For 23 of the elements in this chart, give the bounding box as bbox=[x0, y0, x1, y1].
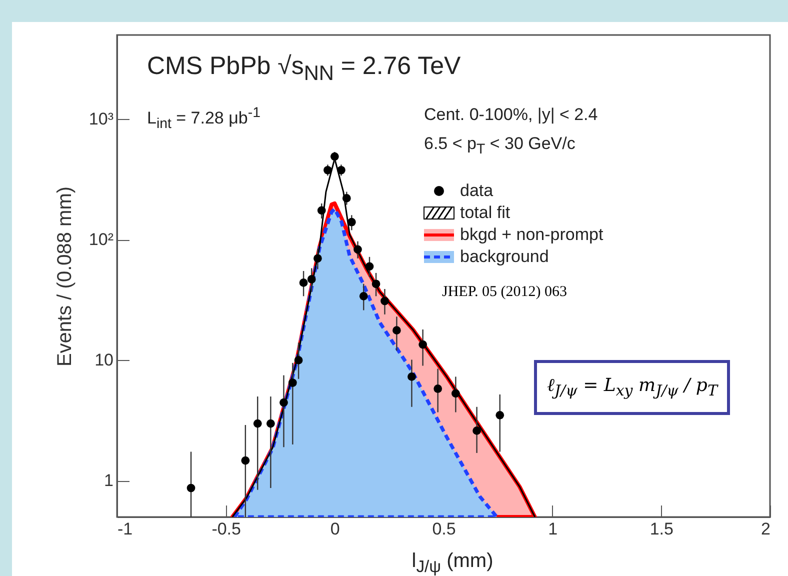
legend-label: data bbox=[460, 181, 494, 201]
x-tick-label: 0.5 bbox=[432, 520, 456, 538]
legend-label: bkgd + non-prompt bbox=[460, 225, 604, 245]
legend-label: total fit bbox=[460, 203, 510, 223]
x-tick-label: 1.5 bbox=[650, 520, 674, 538]
annotation: JHEP. 05 (2012) 063 bbox=[442, 284, 568, 301]
y-tick-label: 1 bbox=[104, 471, 114, 490]
y-axis-title: Events / (0.088 mm) bbox=[54, 186, 76, 367]
x-tick-label: 1 bbox=[548, 520, 558, 538]
x-axis-title: l$_{J/ψ}$ (mm) bbox=[410, 550, 494, 576]
y-tick-label: 10 bbox=[94, 350, 114, 370]
annotation: Cent. 0-100%, |y| < 2.4 bbox=[424, 105, 598, 125]
x-tick-label: -0.5 bbox=[212, 520, 241, 538]
x-tick-label: -1 bbox=[118, 520, 133, 538]
formula-box: ℓ$_{J/ψ}$ = L$_{xy}$ m$_{J/ψ}$ / p$_{T}$ bbox=[534, 360, 730, 415]
y-tick-label: 10² bbox=[88, 230, 114, 250]
annotation: 6.5 < p$_{T}$ < 30 GeV/c bbox=[424, 134, 576, 158]
x-tick-label: 2 bbox=[761, 520, 770, 538]
annotation: CMS PbPb √s$_{NN}$ = 2.76 TeV bbox=[147, 52, 461, 86]
annotation: L$_{int}$ = 7.28 μb$^{-1}$ bbox=[147, 105, 260, 132]
x-tick-label: 0 bbox=[330, 520, 340, 538]
y-tick-label: 10³ bbox=[88, 110, 114, 129]
legend-label: background bbox=[460, 247, 549, 267]
